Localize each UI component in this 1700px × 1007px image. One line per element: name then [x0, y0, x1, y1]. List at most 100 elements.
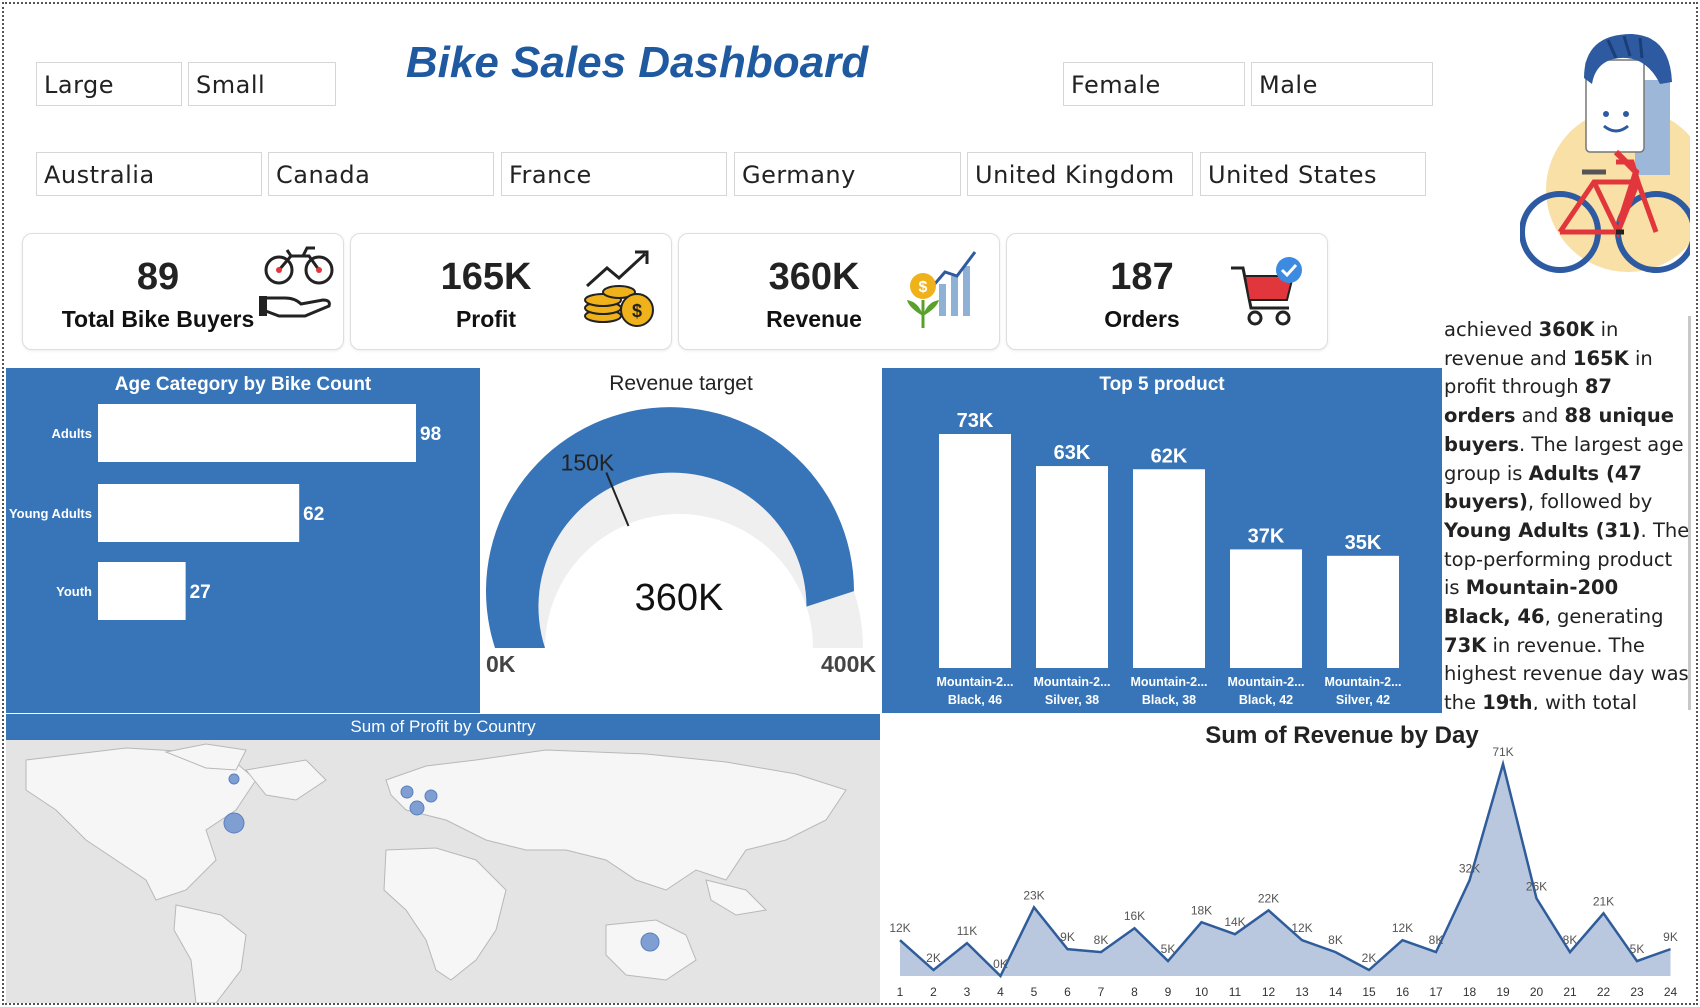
- kpi-label: Profit: [455, 306, 517, 332]
- narrative-segment: 87 orders: [1444, 375, 1612, 428]
- profit-map[interactable]: [6, 740, 880, 1003]
- narrative-segment: in profit through: [1444, 346, 1653, 399]
- product-category-label-2: Silver, 38: [1045, 693, 1099, 707]
- revenue-data-label: 8K: [1563, 933, 1578, 947]
- revenue-target-panel: Revenue target 150K 360K 0K 400K: [482, 368, 880, 713]
- revenue-data-label: 32K: [1459, 861, 1480, 875]
- revenue-day-tick: 15: [1362, 985, 1376, 999]
- slicer-gender-female[interactable]: Female: [1063, 62, 1245, 106]
- product-category-label-2: Black, 38: [1142, 693, 1196, 707]
- map-point-australia[interactable]: [640, 932, 660, 952]
- narrative-segment: and: [1515, 404, 1565, 428]
- money-plant-icon: $: [907, 251, 977, 328]
- slicer-country-germany[interactable]: Germany: [734, 152, 961, 196]
- slicer-size-large[interactable]: Large: [36, 62, 182, 106]
- gauge-value-arc[interactable]: [485, 407, 854, 648]
- map-title: Sum of Profit by Country: [350, 717, 536, 736]
- revenue-line: [899, 759, 1671, 979]
- narrative-scrollbar[interactable]: [1688, 316, 1691, 710]
- page-title: Bike Sales Dashboard: [405, 38, 869, 87]
- revenue-data-label: 16K: [1124, 909, 1145, 923]
- map-point-canada[interactable]: [228, 773, 240, 785]
- revenue-data-label: 12K: [889, 921, 910, 935]
- gauge-min-label: 0K: [486, 651, 516, 677]
- kpi-label: Total Bike Buyers: [61, 306, 255, 332]
- revenue-day-tick: 22: [1597, 985, 1611, 999]
- slicer-country-australia[interactable]: Australia: [36, 152, 262, 196]
- narrative-segment: achieved: [1444, 318, 1539, 341]
- revenue-data-label: 12K: [1291, 921, 1312, 935]
- slicer-country-france[interactable]: France: [501, 152, 727, 196]
- age-bar[interactable]: [98, 484, 300, 542]
- age-value-label: 62: [303, 504, 324, 525]
- revenue-data-label: 23K: [1023, 888, 1044, 902]
- revenue-data-label: 22K: [1258, 891, 1279, 905]
- narrative-segment: 165K: [1572, 346, 1629, 370]
- product-value-label: 35K: [1345, 532, 1382, 554]
- product-bar[interactable]: [1327, 555, 1399, 668]
- top-products-panel: Top 5 product 73K Mountain-2... Black, 46 6…: [882, 368, 1442, 713]
- gauge-target-line: [605, 472, 630, 527]
- age-bar[interactable]: [98, 404, 416, 462]
- slicer-country-canada[interactable]: Canada: [268, 152, 494, 196]
- narrative-segment: 73K: [1444, 633, 1487, 657]
- world-map: [25, 743, 847, 1003]
- map-point-united-kingdom[interactable]: [400, 785, 414, 799]
- revenue-data-label: 26K: [1526, 879, 1547, 893]
- product-value-label: 63K: [1054, 442, 1091, 464]
- map-point-united-states[interactable]: [223, 812, 245, 834]
- kpi-card-total-bike-buyers: 89 Total Bike Buyers: [22, 233, 344, 350]
- map-point-france[interactable]: [409, 800, 425, 816]
- age-value-label: 98: [420, 424, 441, 445]
- top-products-title: Top 5 product: [1099, 374, 1225, 395]
- kpi-label: Revenue: [766, 306, 862, 332]
- age-category-label: Adults: [52, 426, 92, 441]
- slicer-country-united-kingdom[interactable]: United Kingdom: [967, 152, 1193, 196]
- revenue-data-label: 14K: [1224, 915, 1245, 929]
- svg-text:$: $: [632, 301, 642, 321]
- revenue-data-label: 5K: [1161, 942, 1176, 956]
- revenue-day-tick: 18: [1463, 985, 1477, 999]
- product-bar[interactable]: [1036, 466, 1108, 668]
- revenue-data-label: 2K: [926, 951, 941, 965]
- gauge-max-label: 400K: [821, 651, 876, 677]
- product-category-label: Mountain-2...: [936, 675, 1013, 689]
- age-bar[interactable]: [98, 562, 186, 620]
- product-bar[interactable]: [1230, 549, 1302, 668]
- product-category-label: Mountain-2...: [1227, 675, 1304, 689]
- age-value-label: 27: [190, 582, 211, 603]
- revenue-data-label: 18K: [1191, 903, 1212, 917]
- kpi-card-orders: 187 Orders: [1006, 233, 1328, 350]
- narrative-text: achieved 360K in revenue and 165K in pro…: [1444, 316, 1690, 710]
- product-bar[interactable]: [1133, 469, 1205, 668]
- product-category-label-2: Black, 42: [1239, 693, 1293, 707]
- narrative-segment: Adults (47 buyers): [1444, 461, 1642, 514]
- revenue-data-label: 11K: [957, 924, 977, 938]
- narrative-segment: in revenue. The highest revenue day was …: [1444, 633, 1689, 710]
- map-point-germany[interactable]: [424, 789, 438, 803]
- slicer-country-united-states[interactable]: United States: [1200, 152, 1426, 196]
- narrative-segment: 88 unique buyers: [1444, 404, 1674, 456]
- age-category-label: Youth: [56, 584, 92, 599]
- kpi-value: 89: [136, 256, 180, 298]
- kpi-card-profit: 165K Profit $: [350, 233, 672, 350]
- revenue-day-tick: 14: [1329, 985, 1343, 999]
- slicer-gender-male[interactable]: Male: [1251, 62, 1433, 106]
- narrative-segment: 19th: [1482, 691, 1533, 710]
- age-category-panel: Age Category by Bike Count Adults 98 Young…: [6, 368, 480, 713]
- revenue-by-day-title: Sum of Revenue by Day: [1205, 722, 1479, 749]
- gauge-value-label: 360K: [635, 577, 724, 619]
- revenue-by-day-panel: Sum of Revenue by Day 12K 1 2K 2 11K 3 0K 4 23K 5…: [884, 718, 1690, 1003]
- revenue-day-tick: 3: [964, 985, 971, 999]
- narrative-segment: , followed by: [1527, 490, 1653, 514]
- product-bar[interactable]: [939, 434, 1011, 668]
- slicer-size-small[interactable]: Small: [188, 62, 336, 106]
- revenue-day-tick: 5: [1031, 985, 1038, 999]
- age-chart-title: Age Category by Bike Count: [114, 374, 372, 395]
- revenue-data-label: 9K: [1060, 930, 1075, 944]
- revenue-day-tick: 13: [1295, 985, 1309, 999]
- revenue-data-label: 21K: [1593, 894, 1614, 908]
- revenue-data-label: 8K: [1328, 933, 1343, 947]
- revenue-data-label: 5K: [1630, 942, 1645, 956]
- revenue-day-tick: 8: [1131, 985, 1138, 999]
